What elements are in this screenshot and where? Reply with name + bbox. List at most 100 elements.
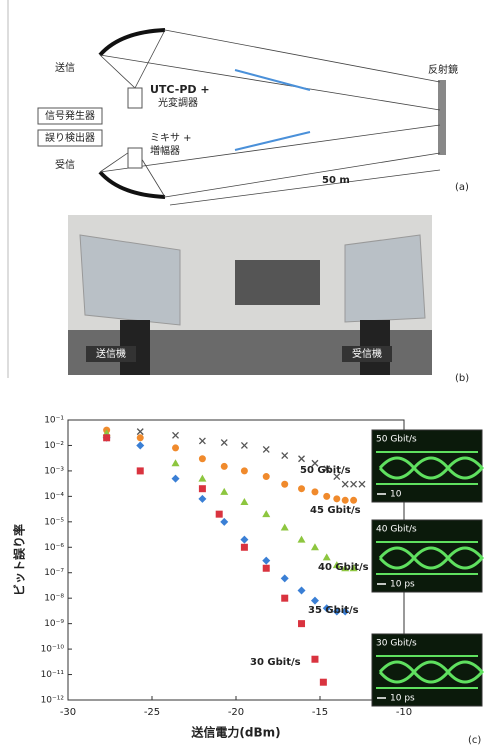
marker (136, 467, 144, 475)
label: (a) (455, 182, 469, 193)
marker (171, 474, 180, 483)
inset-rate: 30 Gbit/s (376, 639, 417, 649)
equipment (235, 260, 320, 305)
marker (350, 496, 358, 504)
marker (281, 594, 289, 602)
marker (281, 452, 289, 460)
inset-rate: 40 Gbit/s (376, 525, 417, 535)
x-tick-label: -20 (228, 707, 244, 718)
marker (298, 485, 306, 493)
rx-horn (344, 234, 426, 323)
device (127, 87, 143, 109)
device (127, 147, 143, 169)
diagram: 送信 受信 UTC-PD + 光変調器 ミキサ + 増幅器 信号発生器 誤り検出… (7, 0, 469, 378)
y-tick-label: 10⁻⁶ (44, 543, 64, 553)
marker (262, 564, 270, 572)
marker (358, 480, 366, 488)
marker (215, 510, 223, 518)
x-axis-label: 送信電力(dBm) (190, 725, 280, 740)
marker (319, 678, 327, 686)
plot-frame (67, 419, 405, 701)
label: 信号発生器 (45, 109, 95, 122)
panel-label: (c) (468, 735, 481, 746)
label: 送信 (55, 61, 75, 74)
rx-dish (98, 170, 166, 199)
marker (262, 445, 270, 453)
label: 受信 (55, 159, 75, 171)
photo: 送信機 受信機 (b) (68, 215, 469, 384)
marker (280, 574, 289, 583)
y-tick-label: 10⁻¹² (41, 696, 65, 706)
marker (323, 492, 331, 500)
y-tick-label: 10⁻¹¹ (41, 670, 65, 680)
y-tick-label: 10⁻¹ (44, 416, 64, 426)
marker (333, 495, 341, 503)
x-tick-label: -25 (144, 707, 160, 718)
label: 受信機 (352, 347, 382, 360)
eye (446, 546, 484, 570)
marker (341, 480, 349, 488)
series-label: 40 Gbit/s (318, 562, 369, 573)
marker (298, 620, 306, 628)
arrow (234, 69, 311, 91)
marker (171, 459, 180, 467)
y-tick-label: 10⁻² (44, 441, 64, 451)
series-label: 45 Gbit/s (310, 505, 361, 516)
marker (341, 496, 349, 504)
label-bg (342, 346, 392, 362)
label: 光変調器 (158, 96, 198, 109)
inset (371, 429, 483, 503)
marker (240, 498, 249, 506)
series-label: 50 Gbit/s (300, 465, 351, 476)
y-tick-label: 10⁻⁴ (44, 492, 64, 502)
chart: ビット誤り率 送信電力(dBm) (c) -30 -25 -20 -15 -10 10⁻¹… (12, 416, 484, 746)
x-tick-label: -15 (312, 707, 328, 718)
marker (332, 607, 341, 616)
x-tick-label: -30 (60, 707, 76, 718)
y-tick-label: 10⁻⁹ (44, 619, 64, 629)
y-tick-label: 10⁻⁷ (44, 568, 64, 578)
marker (332, 561, 341, 569)
marker (310, 596, 319, 605)
y-axis-label: ビット誤り率 (12, 524, 27, 596)
label-bg (86, 346, 136, 362)
tx-dish (98, 28, 166, 57)
tx-horn (79, 234, 181, 326)
inset-scale: 10 ps (390, 694, 415, 704)
marker (240, 543, 248, 551)
inset (371, 519, 483, 593)
inset-scale: 10 (390, 490, 402, 500)
marker (349, 564, 358, 572)
x-tick-label: -10 (396, 707, 412, 718)
marker (281, 480, 289, 488)
marker (172, 431, 179, 439)
inset (371, 633, 483, 707)
marker (198, 474, 207, 482)
y-tick-label: 10⁻⁸ (44, 594, 64, 604)
marker (323, 465, 331, 473)
marker (198, 437, 206, 445)
label: 誤り検出器 (45, 131, 95, 144)
inset-rate: 50 Gbit/s (376, 435, 417, 445)
marker (262, 510, 271, 518)
label: (b) (455, 373, 469, 384)
label: UTC-PD + (150, 83, 210, 96)
arrow (234, 131, 311, 151)
marker (240, 467, 248, 475)
marker (103, 434, 111, 442)
series-label: 30 Gbit/s (250, 657, 301, 668)
marker (341, 564, 350, 572)
marker (297, 586, 306, 595)
marker (311, 488, 319, 496)
marker (298, 455, 305, 463)
marker (350, 480, 358, 488)
label: 反射鏡 (428, 63, 458, 76)
eye (446, 660, 484, 684)
marker (136, 428, 144, 436)
marker (280, 523, 289, 531)
marker (220, 439, 228, 447)
marker (198, 455, 206, 463)
marker (136, 441, 145, 450)
marker (198, 494, 207, 503)
